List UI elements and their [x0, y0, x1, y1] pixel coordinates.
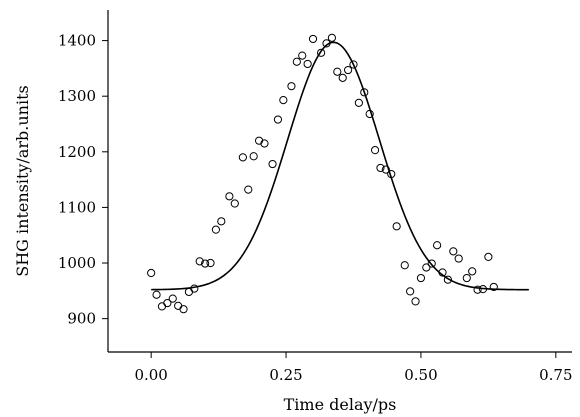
data-point [190, 284, 199, 293]
data-point [273, 115, 283, 124]
data-point [268, 159, 277, 169]
fit-curve [151, 41, 529, 291]
data-point [454, 254, 463, 263]
y-tick-label: 900 [67, 310, 96, 328]
x-tick-label: 0.00 [134, 366, 167, 384]
y-tick-label: 1300 [58, 87, 96, 105]
data-point [422, 263, 431, 272]
data-point [249, 152, 258, 161]
data-point [387, 169, 396, 179]
data-point [416, 273, 426, 283]
data-point [298, 51, 307, 60]
data-point [317, 48, 326, 57]
data-point [322, 39, 331, 48]
data-point [406, 287, 415, 296]
data-point [400, 261, 409, 270]
y-tick-label: 1100 [58, 198, 96, 216]
data-point [349, 60, 358, 69]
data-point [260, 139, 269, 148]
data-point [308, 34, 318, 44]
fit-curve-layer [151, 41, 529, 291]
data-point [443, 275, 453, 284]
data-point [354, 98, 363, 107]
data-point [392, 222, 401, 231]
data-point [338, 73, 347, 82]
data-point [292, 57, 301, 66]
data-point [217, 217, 226, 226]
data-point [343, 65, 353, 75]
data-point [376, 163, 385, 173]
data-point [433, 241, 442, 250]
data-point [438, 268, 447, 277]
x-tick-label: 0.50 [404, 366, 437, 384]
data-point [244, 185, 253, 194]
data-point [381, 165, 390, 174]
data-point [449, 247, 458, 256]
data-point [201, 259, 210, 268]
data-point [157, 302, 167, 311]
data-point [184, 287, 194, 297]
data-point [147, 268, 156, 278]
data-point [478, 285, 488, 294]
data-point [303, 59, 312, 69]
data-point [179, 305, 188, 314]
data-point [411, 297, 420, 306]
data-point [279, 95, 288, 105]
x-tick-label: 0.25 [269, 366, 302, 384]
axes [107, 10, 572, 353]
y-tick-label: 1400 [58, 32, 96, 50]
data-point [195, 257, 204, 266]
data-point [462, 273, 471, 283]
data-point [468, 267, 477, 276]
y-tick-label: 1000 [58, 254, 96, 272]
data-point [206, 258, 215, 268]
data-point [225, 192, 234, 201]
data-point [473, 285, 482, 294]
data-point [287, 82, 296, 91]
ticks: 0.00 0.25 0.50 0.75 900 1000 1100 1200 1300 1400 [58, 32, 573, 384]
data-point [163, 298, 172, 308]
data-point [370, 146, 380, 155]
data-point [489, 282, 498, 292]
data-point [168, 294, 177, 303]
x-axis-label: Time delay/ps [284, 395, 397, 414]
data-points [147, 33, 498, 314]
data-point [211, 225, 221, 234]
x-tick-label: 0.75 [539, 366, 572, 384]
data-point [365, 109, 374, 119]
data-point [327, 33, 337, 42]
y-axis-label: SHG intensity/arb.units [13, 85, 32, 276]
data-point [230, 199, 239, 208]
data-point [238, 153, 247, 162]
data-point [360, 88, 369, 97]
data-point [427, 259, 436, 268]
data-point [174, 301, 183, 310]
data-point [333, 67, 342, 76]
y-tick-label: 1200 [58, 143, 96, 161]
data-point [152, 290, 161, 299]
data-point [484, 252, 493, 262]
